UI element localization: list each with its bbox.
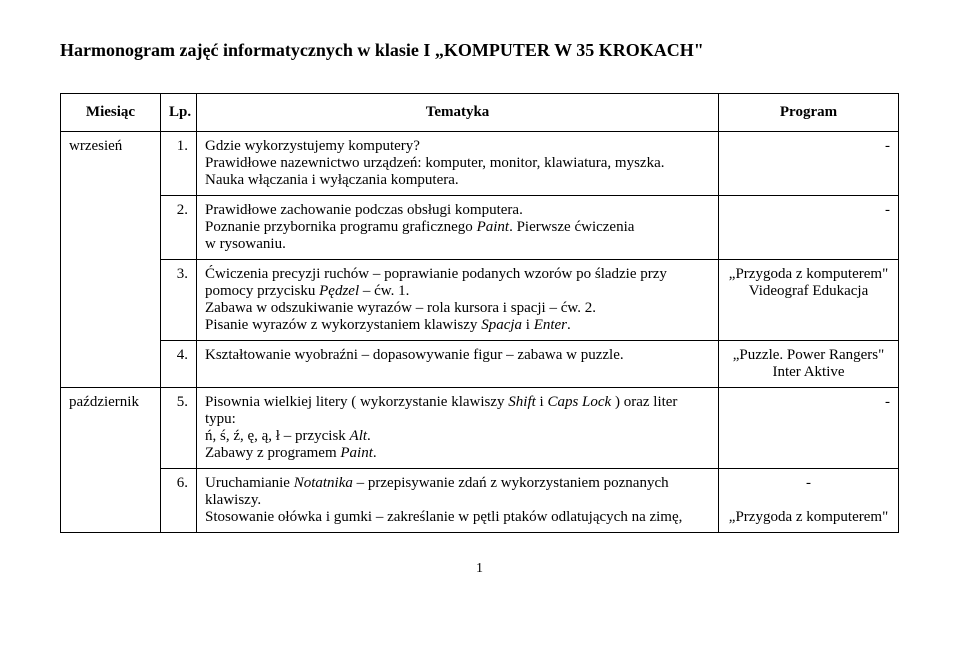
table-row: 6. Uruchamianie Notatnika – przepisywani… <box>61 469 899 533</box>
table-row: 3. Ćwiczenia precyzji ruchów – poprawian… <box>61 260 899 341</box>
program-cell: - <box>719 388 899 469</box>
lp-cell: 4. <box>161 341 197 388</box>
program-cell: - <box>719 132 899 196</box>
page-title: Harmonogram zajęć informatycznych w klas… <box>60 40 899 61</box>
topic-cell: Gdzie wykorzystujemy komputery?Prawidłow… <box>197 132 719 196</box>
program-cell: „Przygoda z komputerem" Videograf Edukac… <box>719 260 899 341</box>
col-month: Miesiąc <box>61 94 161 132</box>
lp-cell: 6. <box>161 469 197 533</box>
col-topic: Tematyka <box>197 94 719 132</box>
program-cell: - „Przygoda z komputerem" <box>719 469 899 533</box>
month-cell: październik <box>61 388 161 533</box>
topic-cell: Ćwiczenia precyzji ruchów – poprawianie … <box>197 260 719 341</box>
lp-cell: 2. <box>161 196 197 260</box>
col-lp: Lp. <box>161 94 197 132</box>
table-row: 4. Kształtowanie wyobraźni – dopasowywan… <box>61 341 899 388</box>
month-cell: wrzesień <box>61 132 161 388</box>
lp-cell: 3. <box>161 260 197 341</box>
schedule-table: Miesiąc Lp. Tematyka Program wrzesień 1.… <box>60 93 899 533</box>
col-program: Program <box>719 94 899 132</box>
topic-cell: Uruchamianie Notatnika – przepisywanie z… <box>197 469 719 533</box>
header-row: Miesiąc Lp. Tematyka Program <box>61 94 899 132</box>
topic-cell: Kształtowanie wyobraźni – dopasowywanie … <box>197 341 719 388</box>
program-cell: - <box>719 196 899 260</box>
program-cell: „Puzzle. Power Rangers" Inter Aktive <box>719 341 899 388</box>
lp-cell: 5. <box>161 388 197 469</box>
lp-cell: 1. <box>161 132 197 196</box>
table-row: wrzesień 1. Gdzie wykorzystujemy kompute… <box>61 132 899 196</box>
page-number: 1 <box>60 561 899 577</box>
table-row: 2. Prawidłowe zachowanie podczas obsługi… <box>61 196 899 260</box>
table-row: październik 5. Pisownia wielkiej litery … <box>61 388 899 469</box>
topic-cell: Pisownia wielkiej litery ( wykorzystanie… <box>197 388 719 469</box>
topic-cell: Prawidłowe zachowanie podczas obsługi ko… <box>197 196 719 260</box>
